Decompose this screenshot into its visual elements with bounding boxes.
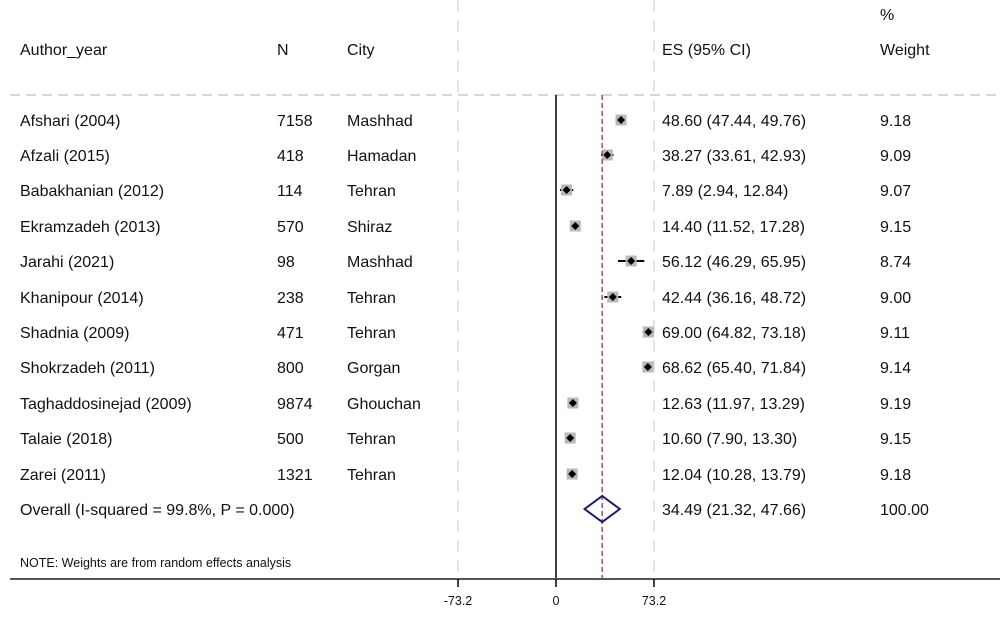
study-weight: 9.15 bbox=[880, 219, 911, 236]
overall-es: 34.49 (21.32, 47.66) bbox=[662, 502, 806, 519]
study-author: Zarei (2011) bbox=[20, 467, 106, 484]
study-weight: 9.18 bbox=[880, 113, 911, 130]
tick-label: -73.2 bbox=[444, 594, 473, 608]
study-weight: 9.00 bbox=[880, 290, 911, 307]
study-es: 12.63 (11.97, 13.29) bbox=[662, 396, 805, 413]
overall-weight: 100.00 bbox=[880, 502, 929, 519]
study-author: Babakhanian (2012) bbox=[20, 183, 164, 200]
gridlines bbox=[10, 0, 1000, 579]
study-author: Jarahi (2021) bbox=[20, 254, 114, 271]
header-author: Author_year bbox=[20, 42, 108, 59]
study-city: Tehran bbox=[347, 290, 396, 307]
study-es: 14.40 (11.52, 17.28) bbox=[662, 219, 805, 236]
study-es: 56.12 (46.29, 65.95) bbox=[662, 254, 806, 271]
study-author: Khanipour (2014) bbox=[20, 290, 144, 307]
study-n: 800 bbox=[277, 360, 304, 377]
point-estimate bbox=[568, 470, 577, 478]
study-n: 98 bbox=[277, 254, 295, 271]
study-n: 114 bbox=[277, 183, 303, 200]
study-n: 418 bbox=[277, 148, 304, 165]
study-n: 238 bbox=[277, 290, 304, 307]
study-city: Ghouchan bbox=[347, 396, 421, 413]
header-n: N bbox=[277, 42, 289, 59]
study-city: Tehran bbox=[347, 325, 396, 342]
study-weight: 9.14 bbox=[880, 360, 911, 377]
study-author: Shokrzadeh (2011) bbox=[20, 360, 155, 377]
study-weight: 9.18 bbox=[880, 467, 911, 484]
study-author: Taghaddosinejad (2009) bbox=[20, 396, 192, 413]
header-city: City bbox=[347, 42, 375, 59]
tick-label: 0 bbox=[553, 594, 560, 608]
study-n: 9874 bbox=[277, 396, 313, 413]
study-city: Tehran bbox=[347, 183, 396, 200]
header-weight: Weight bbox=[880, 42, 930, 59]
point-estimate bbox=[643, 363, 652, 371]
study-n: 570 bbox=[277, 219, 304, 236]
study-n: 500 bbox=[277, 431, 304, 448]
study-es: 68.62 (65.40, 71.84) bbox=[662, 360, 806, 377]
tick-label: 73.2 bbox=[642, 594, 666, 608]
study-weight: 9.19 bbox=[880, 396, 911, 413]
study-city: Hamadan bbox=[347, 148, 416, 165]
study-city: Shiraz bbox=[347, 219, 392, 236]
study-es: 42.44 (36.16, 48.72) bbox=[662, 290, 806, 307]
study-es: 48.60 (47.44, 49.76) bbox=[662, 113, 806, 130]
study-city: Tehran bbox=[347, 467, 396, 484]
study-weight: 9.09 bbox=[880, 148, 911, 165]
study-author: Shadnia (2009) bbox=[20, 325, 129, 342]
point-estimate bbox=[571, 222, 580, 230]
study-es: 12.04 (10.28, 13.79) bbox=[662, 467, 806, 484]
point-estimate bbox=[617, 116, 626, 124]
study-city: Gorgan bbox=[347, 360, 400, 377]
point-estimate bbox=[608, 293, 617, 301]
study-city: Mashhad bbox=[347, 254, 413, 271]
x-axis: -73.2 0 73.2 bbox=[10, 578, 1000, 608]
study-weight: 9.11 bbox=[880, 325, 910, 342]
study-author: Ekramzadeh (2013) bbox=[20, 219, 161, 236]
plot-marks bbox=[555, 95, 654, 579]
study-n: 1321 bbox=[277, 467, 313, 484]
study-n: 7158 bbox=[277, 113, 313, 130]
overall-label: Overall (I-squared = 99.8%, P = 0.000) bbox=[20, 502, 295, 519]
study-author: Afzali (2015) bbox=[20, 148, 110, 165]
study-weight: 9.15 bbox=[880, 431, 911, 448]
overall-diamond bbox=[582, 494, 622, 524]
study-weight: 9.07 bbox=[880, 183, 911, 200]
study-es: 7.89 (2.94, 12.84) bbox=[662, 183, 788, 200]
point-estimate bbox=[603, 151, 612, 159]
study-author: Talaie (2018) bbox=[20, 431, 113, 448]
study-author: Afshari (2004) bbox=[20, 113, 121, 130]
point-estimate bbox=[562, 186, 571, 194]
study-rows: Afshari (2004) 7158 Mashhad 48.60 (47.44, 4… bbox=[20, 113, 911, 484]
study-es: 38.27 (33.61, 42.93) bbox=[662, 148, 806, 165]
study-city: Mashhad bbox=[347, 113, 413, 130]
header-weight-percent: % bbox=[880, 7, 894, 24]
study-es: 69.00 (64.82, 73.18) bbox=[662, 325, 806, 342]
study-es: 10.60 (7.90, 13.30) bbox=[662, 431, 797, 448]
study-weight: 8.74 bbox=[880, 254, 911, 271]
point-estimate bbox=[568, 399, 577, 407]
study-city: Tehran bbox=[347, 431, 396, 448]
note: NOTE: Weights are from random effects an… bbox=[20, 556, 291, 570]
point-estimate bbox=[566, 434, 575, 442]
point-estimate bbox=[627, 257, 636, 265]
study-n: 471 bbox=[277, 325, 304, 342]
header-es: ES (95% CI) bbox=[662, 42, 751, 59]
point-estimate bbox=[644, 328, 653, 336]
